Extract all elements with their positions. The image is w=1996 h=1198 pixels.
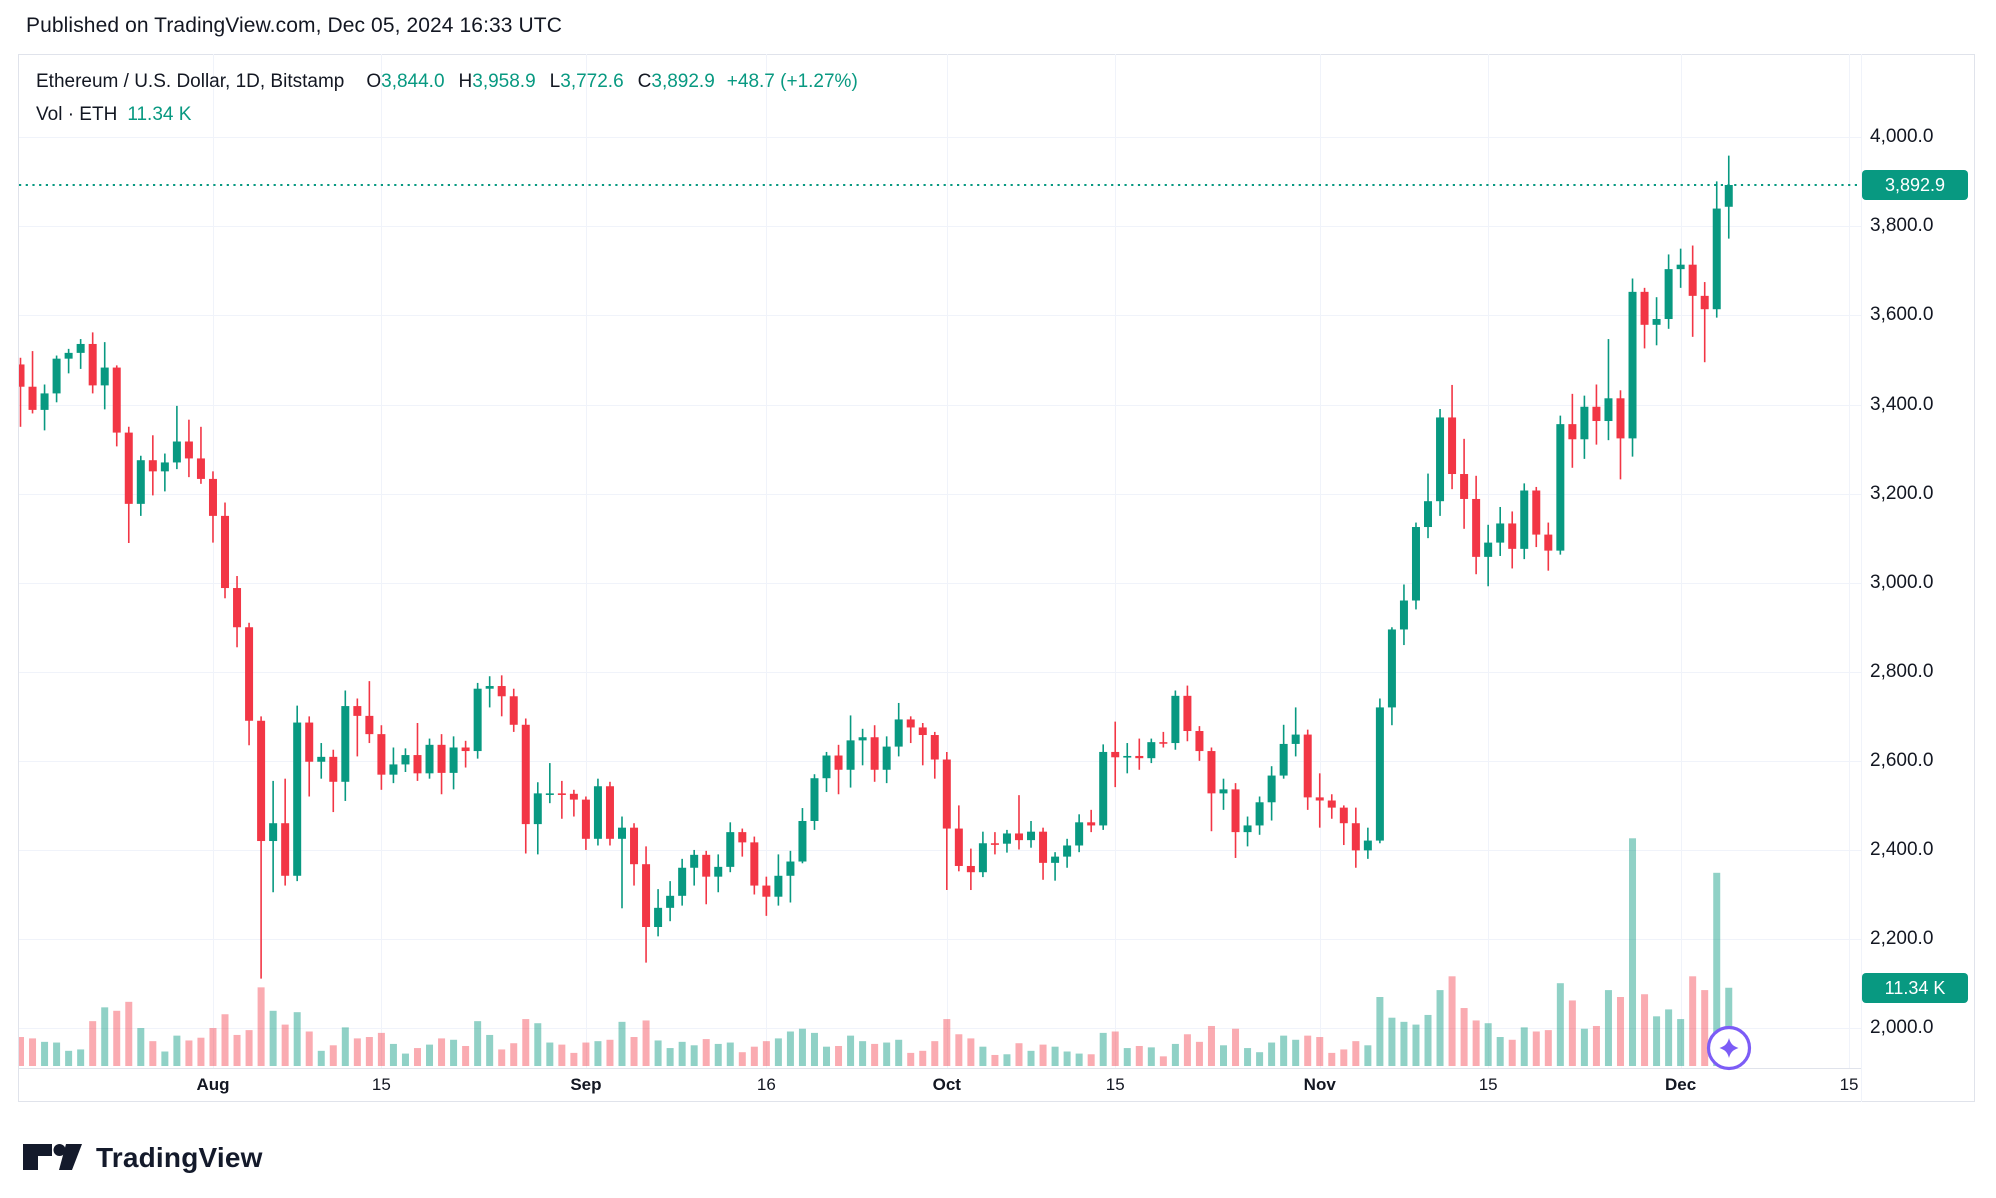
time-axis-label: Dec	[1665, 1075, 1697, 1094]
volume-value: 11.34 K	[127, 104, 192, 125]
open-value: 3,844.0	[381, 71, 445, 92]
price-axis-label: 2,200.0	[1870, 928, 1934, 950]
tradingview-wordmark: TradingView	[96, 1142, 263, 1173]
sparkle-star-icon	[1719, 1038, 1739, 1058]
time-axis-label: Sep	[570, 1075, 602, 1094]
time-axis-label: 15	[1839, 1075, 1859, 1094]
close-value: 3,892.9	[651, 71, 715, 92]
price-axis-label: 3,000.0	[1870, 571, 1934, 593]
chart-card	[18, 54, 1975, 1102]
published-line: Published on TradingView.com, Dec 05, 20…	[26, 14, 562, 37]
high-value: 3,958.9	[472, 71, 536, 92]
price-axis-label: 2,400.0	[1870, 838, 1934, 860]
volume-label: Vol · ETH	[36, 104, 118, 125]
ai-sparkle-button[interactable]	[1704, 1023, 1754, 1073]
time-scale[interactable]: Aug 15 Sep 16 Oct 15 Nov 15 Dec 15	[19, 1068, 1861, 1103]
time-axis-label: 15	[371, 1075, 391, 1094]
time-axis-label: Oct	[932, 1075, 961, 1094]
low-value: 3,772.6	[560, 71, 624, 92]
time-axis-label: 15	[1105, 1075, 1125, 1094]
price-scale[interactable]: 4,000.0 3,800.0 3,600.0 3,400.0 3,200.0 3,000…	[1862, 54, 1976, 1068]
time-axis-label: Nov	[1303, 1075, 1336, 1094]
price-axis-label: 2,800.0	[1870, 660, 1934, 682]
time-axis-label: 15	[1478, 1075, 1498, 1094]
symbol-title[interactable]: Ethereum / U.S. Dollar, 1D, Bitstamp	[36, 71, 345, 92]
price-axis-label: 3,400.0	[1870, 393, 1934, 415]
volume-legend[interactable]: Vol · ETH 11.34 K	[36, 104, 191, 126]
footer-brand[interactable]: TradingView	[22, 1142, 263, 1174]
tradingview-logo-icon	[23, 1144, 82, 1170]
price-axis-label: 3,200.0	[1870, 482, 1934, 504]
high-label: H	[458, 71, 473, 92]
price-axis-label: 3,600.0	[1870, 304, 1934, 326]
price-axis-label: 2,600.0	[1870, 749, 1934, 771]
change-value: +48.7 (+1.27%)	[726, 71, 858, 92]
close-label: C	[637, 71, 652, 92]
last-price-badge: 3,892.9	[1862, 170, 1968, 200]
price-axis-label: 3,800.0	[1870, 215, 1934, 237]
price-axis-label: 2,000.0	[1870, 1017, 1934, 1039]
time-axis-label: 16	[756, 1075, 776, 1094]
price-scale-separator	[1861, 54, 1862, 1102]
low-label: L	[549, 71, 561, 92]
chart-legend: Ethereum / U.S. Dollar, 1D, Bitstamp O3,8…	[36, 72, 858, 91]
time-axis-label: Aug	[196, 1075, 230, 1094]
price-axis-label: 4,000.0	[1870, 126, 1934, 148]
current-volume-badge: 11.34 K	[1862, 972, 1968, 1003]
open-label: O	[366, 71, 382, 92]
